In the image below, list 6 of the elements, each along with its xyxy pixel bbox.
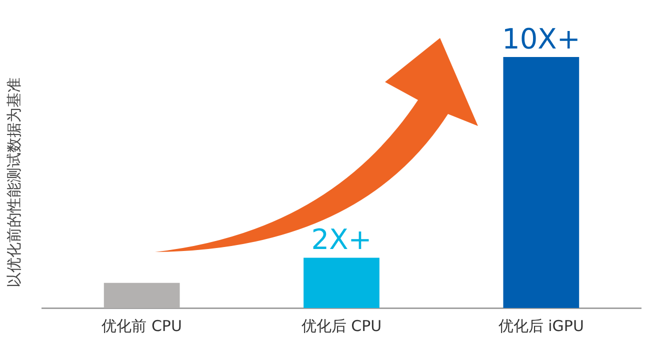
data-label: 10X+	[502, 22, 580, 56]
x-tick-label: 优化前 CPU	[102, 316, 182, 335]
data-label: 2X+	[311, 223, 372, 256]
y-axis-title: 以优化前的性能测试数据为基准	[4, 78, 23, 288]
x-tick-label: 优化后 CPU	[301, 316, 382, 335]
x-tick-label: 优化后 iGPU	[498, 316, 584, 335]
